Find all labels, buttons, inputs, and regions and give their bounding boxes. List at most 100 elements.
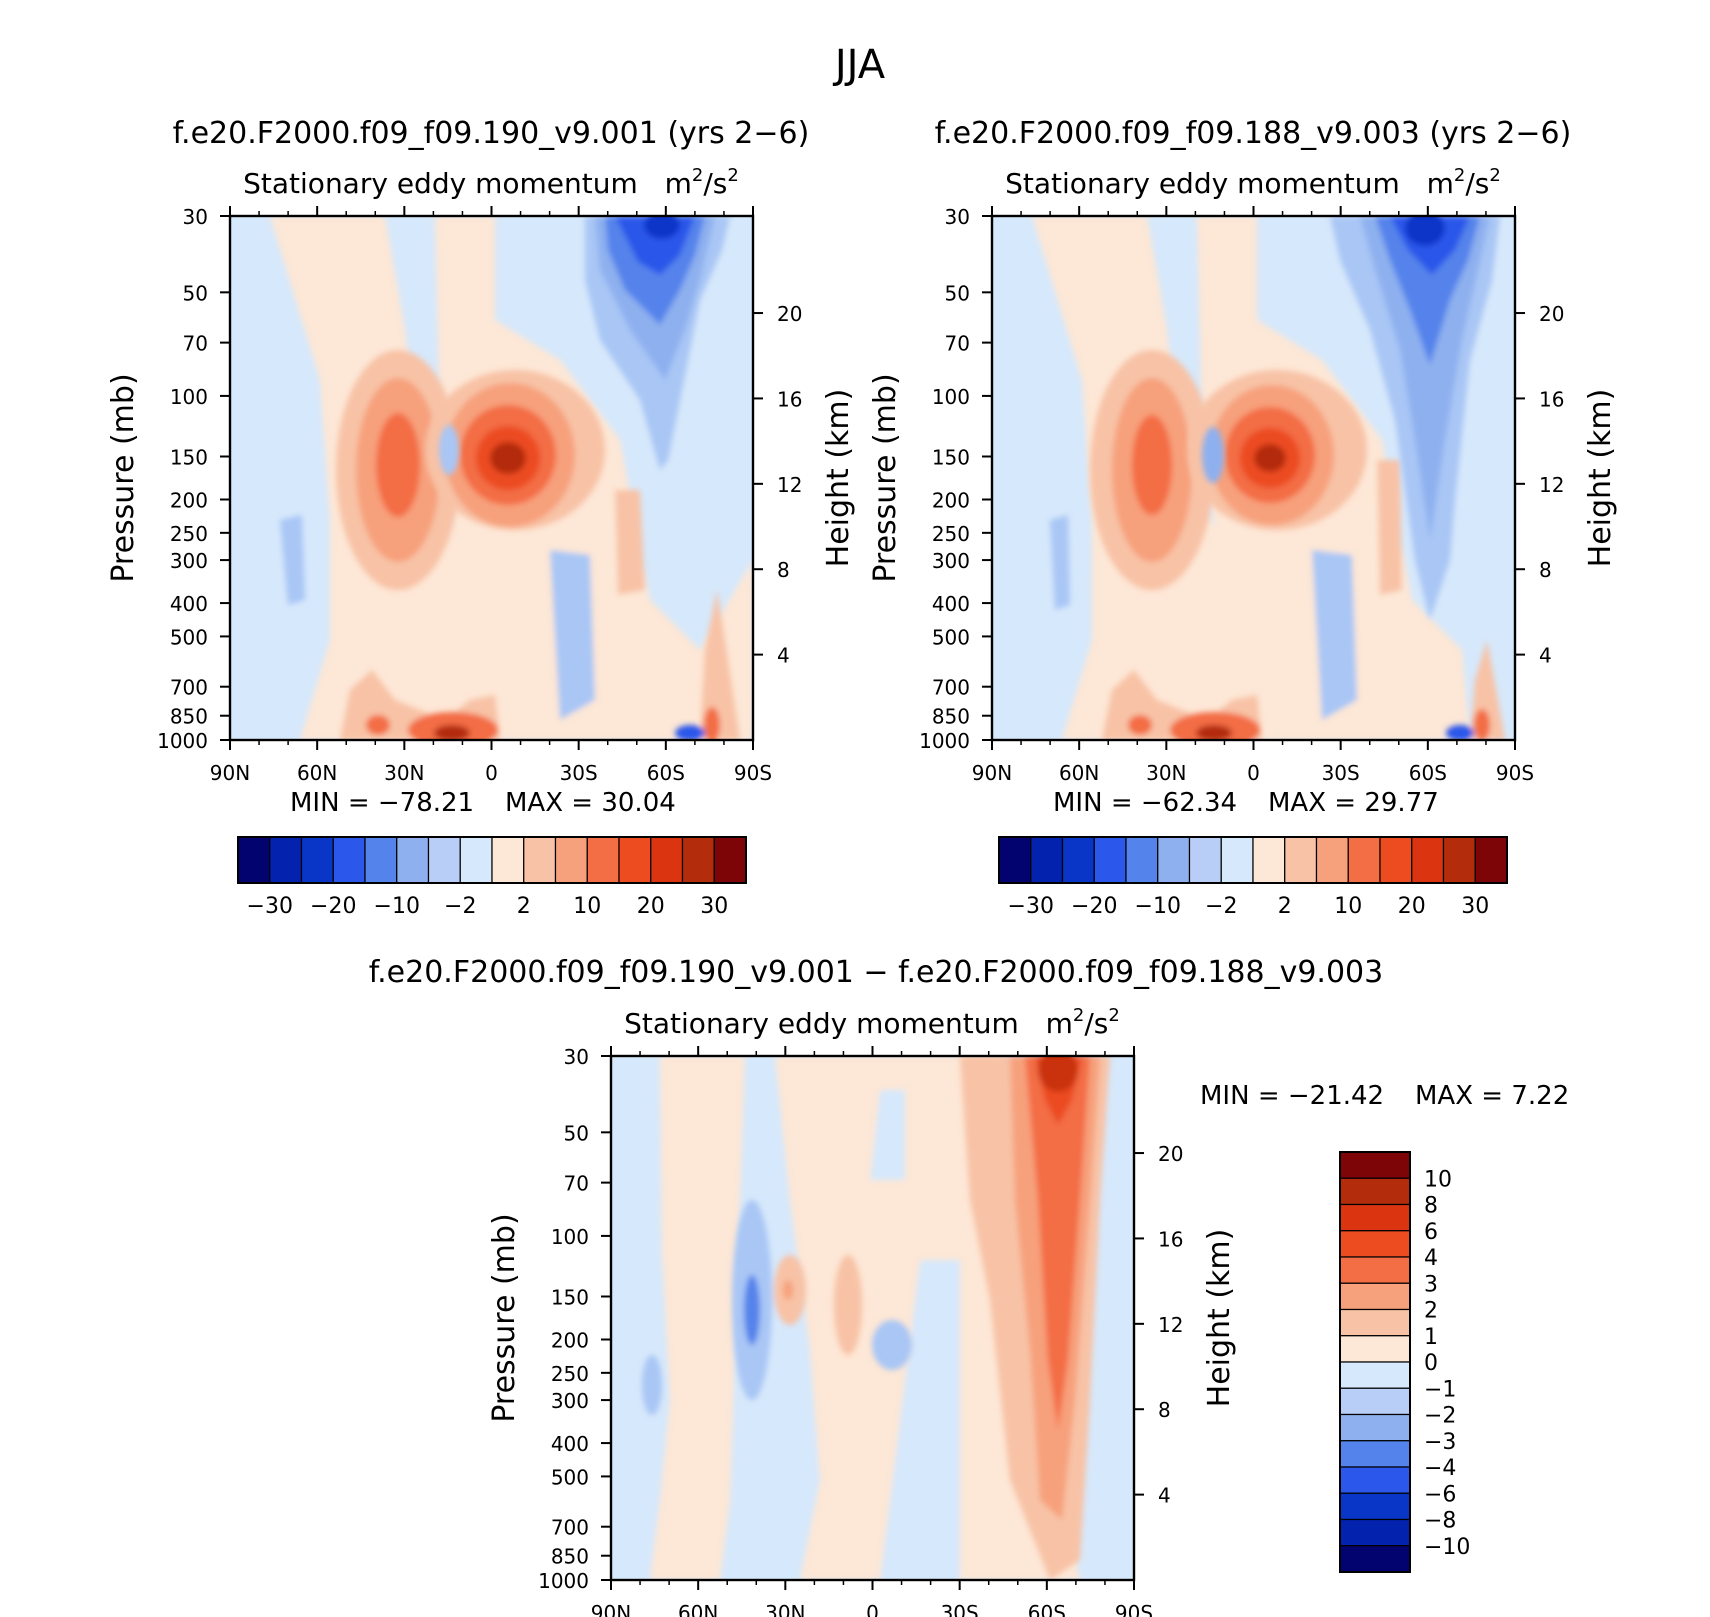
panel-b-colorbar-swatch [1220,836,1254,884]
panel-b-positive-patch [1377,460,1402,595]
panel-diff-colorbar-label: 8 [1424,1194,1438,1219]
panel-diff-colorbar-label: −1 [1424,1377,1456,1402]
panel-diff-max-label: MAX = 7.22 [1415,1081,1569,1111]
panel-a-surface-l3 [434,725,470,740]
panel-a-colorbar-label: 20 [637,894,665,919]
panel-a-nh-negative [280,515,305,605]
panel-b-colorbar-swatch [998,836,1032,884]
panel-a-ylabel-right: Height (km) [821,389,856,568]
panel-b-colorbar-swatch [1030,836,1064,884]
panel-b-colorbar-swatch [1188,836,1222,884]
panel-a-htick-label: 20 [777,302,802,326]
panel-a-colorbar-label: −20 [310,894,356,919]
panel-diff-negative-strip-2 [880,1260,960,1580]
panel-a-colorbar: −30 −20 −10 −2 2 10 20 30 [237,836,747,919]
panel-diff-features [642,1200,912,1415]
panel-diff-colorbar-label: 10 [1424,1167,1452,1192]
panel-diff-htick-label: 8 [1158,1398,1171,1422]
panel-b-colorbar-swatch [1252,836,1286,884]
panel-b-ytick-label: 850 [932,705,970,729]
panel-a-positive-nh-lobe [336,350,460,590]
panel-b-surface-l3 [1196,725,1232,740]
panel-a-htick-label: 4 [777,644,790,668]
panel-diff-positive-small-2 [834,1255,862,1355]
panel-a-subtitle: Stationary eddy momentum m2/s2 [243,165,739,200]
panel-b-colorbar-swatch [1093,836,1127,884]
panel-b-htick-label: 20 [1539,302,1564,326]
panel-b-ylabel: Pressure (mb) [868,373,903,582]
panel-a-ytick-label: 100 [170,385,208,409]
panel-diff-xtick-label: 90N [591,1601,631,1617]
panel-a-surface-positive [340,590,740,740]
panel-b-xtick-label: 0 [1247,761,1260,785]
panel-b-xtick-label: 60N [1059,761,1099,785]
panel-b-ytick-label: 1000 [919,729,970,753]
panel-a-ytick-label: 700 [170,676,208,700]
panel-diff-colorbar-label: 2 [1424,1299,1438,1324]
panel-diff-ytick-label: 30 [564,1045,589,1069]
panel-a-small-negative-blob [439,425,459,475]
panel-b-sh-surface-neg [1446,725,1474,740]
panel-diff-colorbar-swatch [1339,1151,1411,1179]
panel-b-ytick-label: 200 [932,488,970,512]
panel-diff: f.e20.F2000.f09_f09.190_v9.001 − f.e20.F… [369,955,1569,1617]
panel-a-ylabel: Pressure (mb) [106,373,141,582]
panel-a: f.e20.F2000.f09_f09.190_v9.001 (yrs 2−6)… [106,116,856,919]
panel-a-ytick-label: 200 [170,488,208,512]
panel-b-xtick-label: 90N [972,761,1012,785]
panel-b-xtick-label: 60S [1409,761,1447,785]
panel-diff-sh-l3 [1025,1056,1090,1430]
panel-diff-xtick-label: 30S [941,1601,979,1617]
panel-a-min-label: MIN = −78.21 [290,788,474,818]
panel-b-field [992,216,1515,740]
panel-a-colorbar-swatch [459,836,493,884]
panel-diff-colorbar-label: −3 [1424,1430,1456,1455]
panel-diff-htick-label: 4 [1158,1484,1171,1508]
panel-a-colorbar-swatch [681,836,715,884]
panel-a-sh-surface-core [704,707,720,740]
panel-a-colorbar-swatch [523,836,557,884]
panel-diff-htick-label: 16 [1158,1227,1183,1251]
panel-diff-colorbar-label: 1 [1424,1325,1438,1350]
panel-diff-ytick-label: 100 [551,1225,589,1249]
panel-b-colorbar-swatch [1411,836,1445,884]
panel-diff-ytick-label: 50 [564,1121,589,1145]
panel-a-colorbar-swatch [554,836,588,884]
panel-b-title: f.e20.F2000.f09_f09.188_v9.003 (yrs 2−6) [935,116,1572,151]
panel-a-negative-core [644,216,680,239]
panel-b-colorbar-swatch [1315,836,1349,884]
panel-diff-colorbar-swatch [1339,1361,1411,1389]
panel-b-surface-l4 [1128,715,1152,735]
panel-b-ylabel-right: Height (km) [1583,389,1618,568]
panel-a-title: f.e20.F2000.f09_f09.190_v9.001 (yrs 2−6) [173,116,810,151]
panel-b-htick-label: 12 [1539,473,1564,497]
panel-diff-colorbar-label: 0 [1424,1351,1438,1376]
panel-diff-colorbar-swatch [1339,1545,1411,1573]
panel-b-xtick-label: 30S [1322,761,1360,785]
panel-b-colorbar-swatch [1347,836,1381,884]
panel-diff-colorbar-swatch [1339,1230,1411,1258]
panel-b-colorbar-label: −20 [1071,894,1117,919]
panel-a-colorbar-label: −2 [444,894,476,919]
panel-a-xtick-label: 30N [384,761,424,785]
panel-a-positive-patch [615,490,645,595]
panel-diff-ytick-label: 500 [551,1465,589,1489]
panel-b-colorbar-swatch [1442,836,1476,884]
panel-a-colorbar-swatch [618,836,652,884]
panel-b-ytick-label: 500 [932,625,970,649]
panel-a-xtick-label: 0 [485,761,498,785]
panel-diff-colorbar-swatch [1339,1518,1411,1547]
panel-diff-colorbar-swatch [1339,1308,1411,1337]
panel-diff-ylabel: Pressure (mb) [487,1213,522,1422]
figure-title: JJA [832,42,886,88]
panel-a-ytick-label: 30 [183,205,208,229]
panel-a-small-negative [439,425,459,475]
panel-a-ytick-label: 850 [170,705,208,729]
panel-diff-ytick-label: 200 [551,1328,589,1352]
panel-a-colorbar-label: −10 [374,894,420,919]
panel-diff-min-label: MIN = −21.42 [1200,1081,1384,1111]
panel-diff-sh-positive [960,1056,1110,1580]
panel-b-positive-band-nh [1032,216,1342,740]
panel-b-small-negative-blob [1202,427,1224,483]
